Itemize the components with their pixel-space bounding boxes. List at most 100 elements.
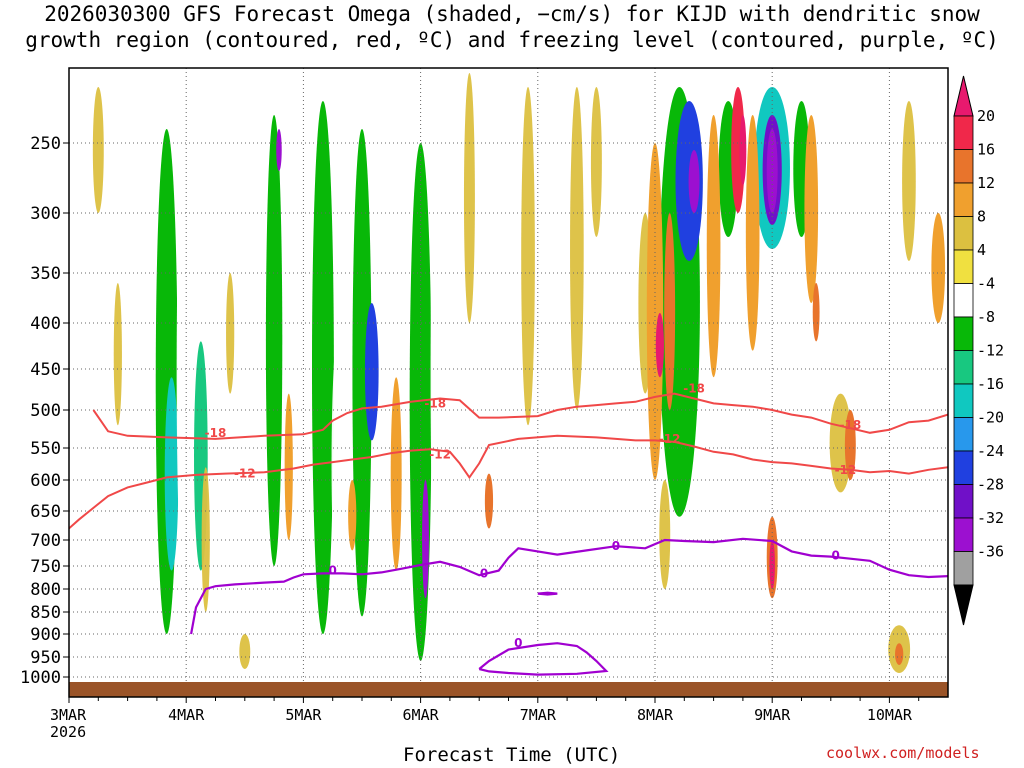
omega-cell <box>829 393 852 493</box>
omega-cell <box>276 129 282 171</box>
colorbar-label: -28 <box>977 476 1004 494</box>
temperature-contours: -18 -18 -18 -18 -12 -12 -12 -12 0 0 0 0 0 <box>69 382 948 676</box>
colorbar-top-cap <box>953 75 974 117</box>
x-axis-title: Forecast Time (UTC) <box>403 744 621 766</box>
x-tick-label: 10MAR <box>867 706 913 724</box>
colorbar-label: 20 <box>977 107 995 125</box>
colorbar-label: -32 <box>977 509 1004 527</box>
omega-cell <box>212 101 229 634</box>
omega-cell <box>804 115 819 303</box>
freezing-level-contour <box>537 591 558 596</box>
omega-cell <box>739 115 747 185</box>
chart-title-line-1: 2026030300 GFS Forecast Omega (shaded, −… <box>44 2 980 26</box>
omega-cell <box>931 213 946 323</box>
omega-cell <box>92 87 104 213</box>
omega-cell <box>706 115 721 378</box>
omega-cell <box>233 129 247 617</box>
omega-cell <box>745 115 760 351</box>
omega-cell <box>766 129 778 213</box>
omega-cell <box>164 377 179 571</box>
omega-cell <box>446 185 463 626</box>
dendritic-contour-line <box>92 392 948 440</box>
y-tick-label: 450 <box>30 360 61 380</box>
colorbar-band <box>953 115 974 150</box>
colorbar-band <box>953 316 974 351</box>
omega-cell <box>364 303 379 441</box>
contour-label: -18 <box>839 418 861 432</box>
colorbar-band <box>953 149 974 184</box>
omega-cell <box>472 213 487 580</box>
pressure-axis: 2503003504004505005506006507007508008509… <box>20 134 69 688</box>
contour-label: 0 <box>832 549 840 563</box>
colorbar-label: -4 <box>977 275 995 293</box>
contour-label: 0 <box>329 564 337 578</box>
x-tick-label: 3MAR <box>50 706 87 724</box>
colorbar-band <box>953 383 974 418</box>
y-tick-label: 250 <box>30 134 61 154</box>
colorbar-label: 8 <box>977 208 986 226</box>
colorbar-bottom-cap <box>953 584 974 626</box>
colorbar-band <box>953 517 974 552</box>
omega-cell <box>113 283 122 426</box>
contour-label: -12 <box>429 447 451 461</box>
omega-cell <box>290 101 307 634</box>
ground-surface <box>69 682 948 697</box>
y-tick-label: 950 <box>30 648 61 668</box>
omega-cell <box>664 213 676 410</box>
omega-cell <box>907 323 930 608</box>
omega-cell <box>311 101 334 634</box>
omega-cell <box>655 313 664 378</box>
omega-cell <box>265 115 283 566</box>
colorbar-label: 12 <box>977 174 995 192</box>
omega-cell <box>239 634 251 669</box>
contour-label: -18 <box>205 426 227 440</box>
omega-cell <box>348 480 357 551</box>
freezing-level-contour <box>190 537 948 635</box>
colorbar-band <box>953 484 974 519</box>
omega-cell <box>430 101 450 644</box>
omega-cell <box>570 87 584 410</box>
y-tick-label: 300 <box>30 204 61 224</box>
colorbar-label: -12 <box>977 342 1004 360</box>
omega-cell <box>609 101 623 237</box>
omega-cell <box>422 479 429 599</box>
omega-cell <box>521 87 535 426</box>
omega-cell <box>484 473 494 529</box>
colorbar-label: 16 <box>977 141 995 159</box>
omega-cell <box>331 303 354 626</box>
omega-cell <box>244 101 265 626</box>
omega-cell <box>895 643 904 665</box>
y-tick-label: 1000 <box>20 668 61 688</box>
y-tick-label: 600 <box>30 471 61 491</box>
contour-label: -18 <box>683 382 705 396</box>
contour-label: 0 <box>480 566 488 580</box>
y-tick-label: 850 <box>30 603 61 623</box>
omega-cell <box>352 129 372 617</box>
x-tick-label: 4MAR <box>168 706 205 724</box>
omega-cell <box>659 480 671 589</box>
y-tick-label: 700 <box>30 531 61 551</box>
omega-colorbar: 20 16 12 8 4 -4 -8 -12 -16 -20 -24 -28 -32 -36 <box>953 75 1004 626</box>
contour-label: -18 <box>424 396 446 410</box>
colorbar-band <box>953 417 974 452</box>
contour-label: 0 <box>612 539 620 553</box>
x-tick-label: 9MAR <box>754 706 791 724</box>
omega-cell <box>864 303 895 599</box>
y-tick-label: 350 <box>30 264 61 284</box>
x-tick-sublabel: 2026 <box>50 723 86 741</box>
x-tick-label: 7MAR <box>520 706 557 724</box>
y-tick-label: 750 <box>30 557 61 577</box>
contour-label: -12 <box>659 432 681 446</box>
omega-cell <box>260 625 269 661</box>
colorbar-label: -20 <box>977 409 1004 427</box>
omega-cell <box>129 101 146 626</box>
colorbar-label: -8 <box>977 308 995 326</box>
colorbar-band <box>953 283 974 318</box>
omega-cell <box>812 283 820 342</box>
y-tick-label: 800 <box>30 580 61 600</box>
omega-cell <box>501 323 516 540</box>
colorbar-label: 4 <box>977 241 986 259</box>
colorbar-label: -24 <box>977 442 1004 460</box>
y-tick-label: 500 <box>30 401 61 421</box>
